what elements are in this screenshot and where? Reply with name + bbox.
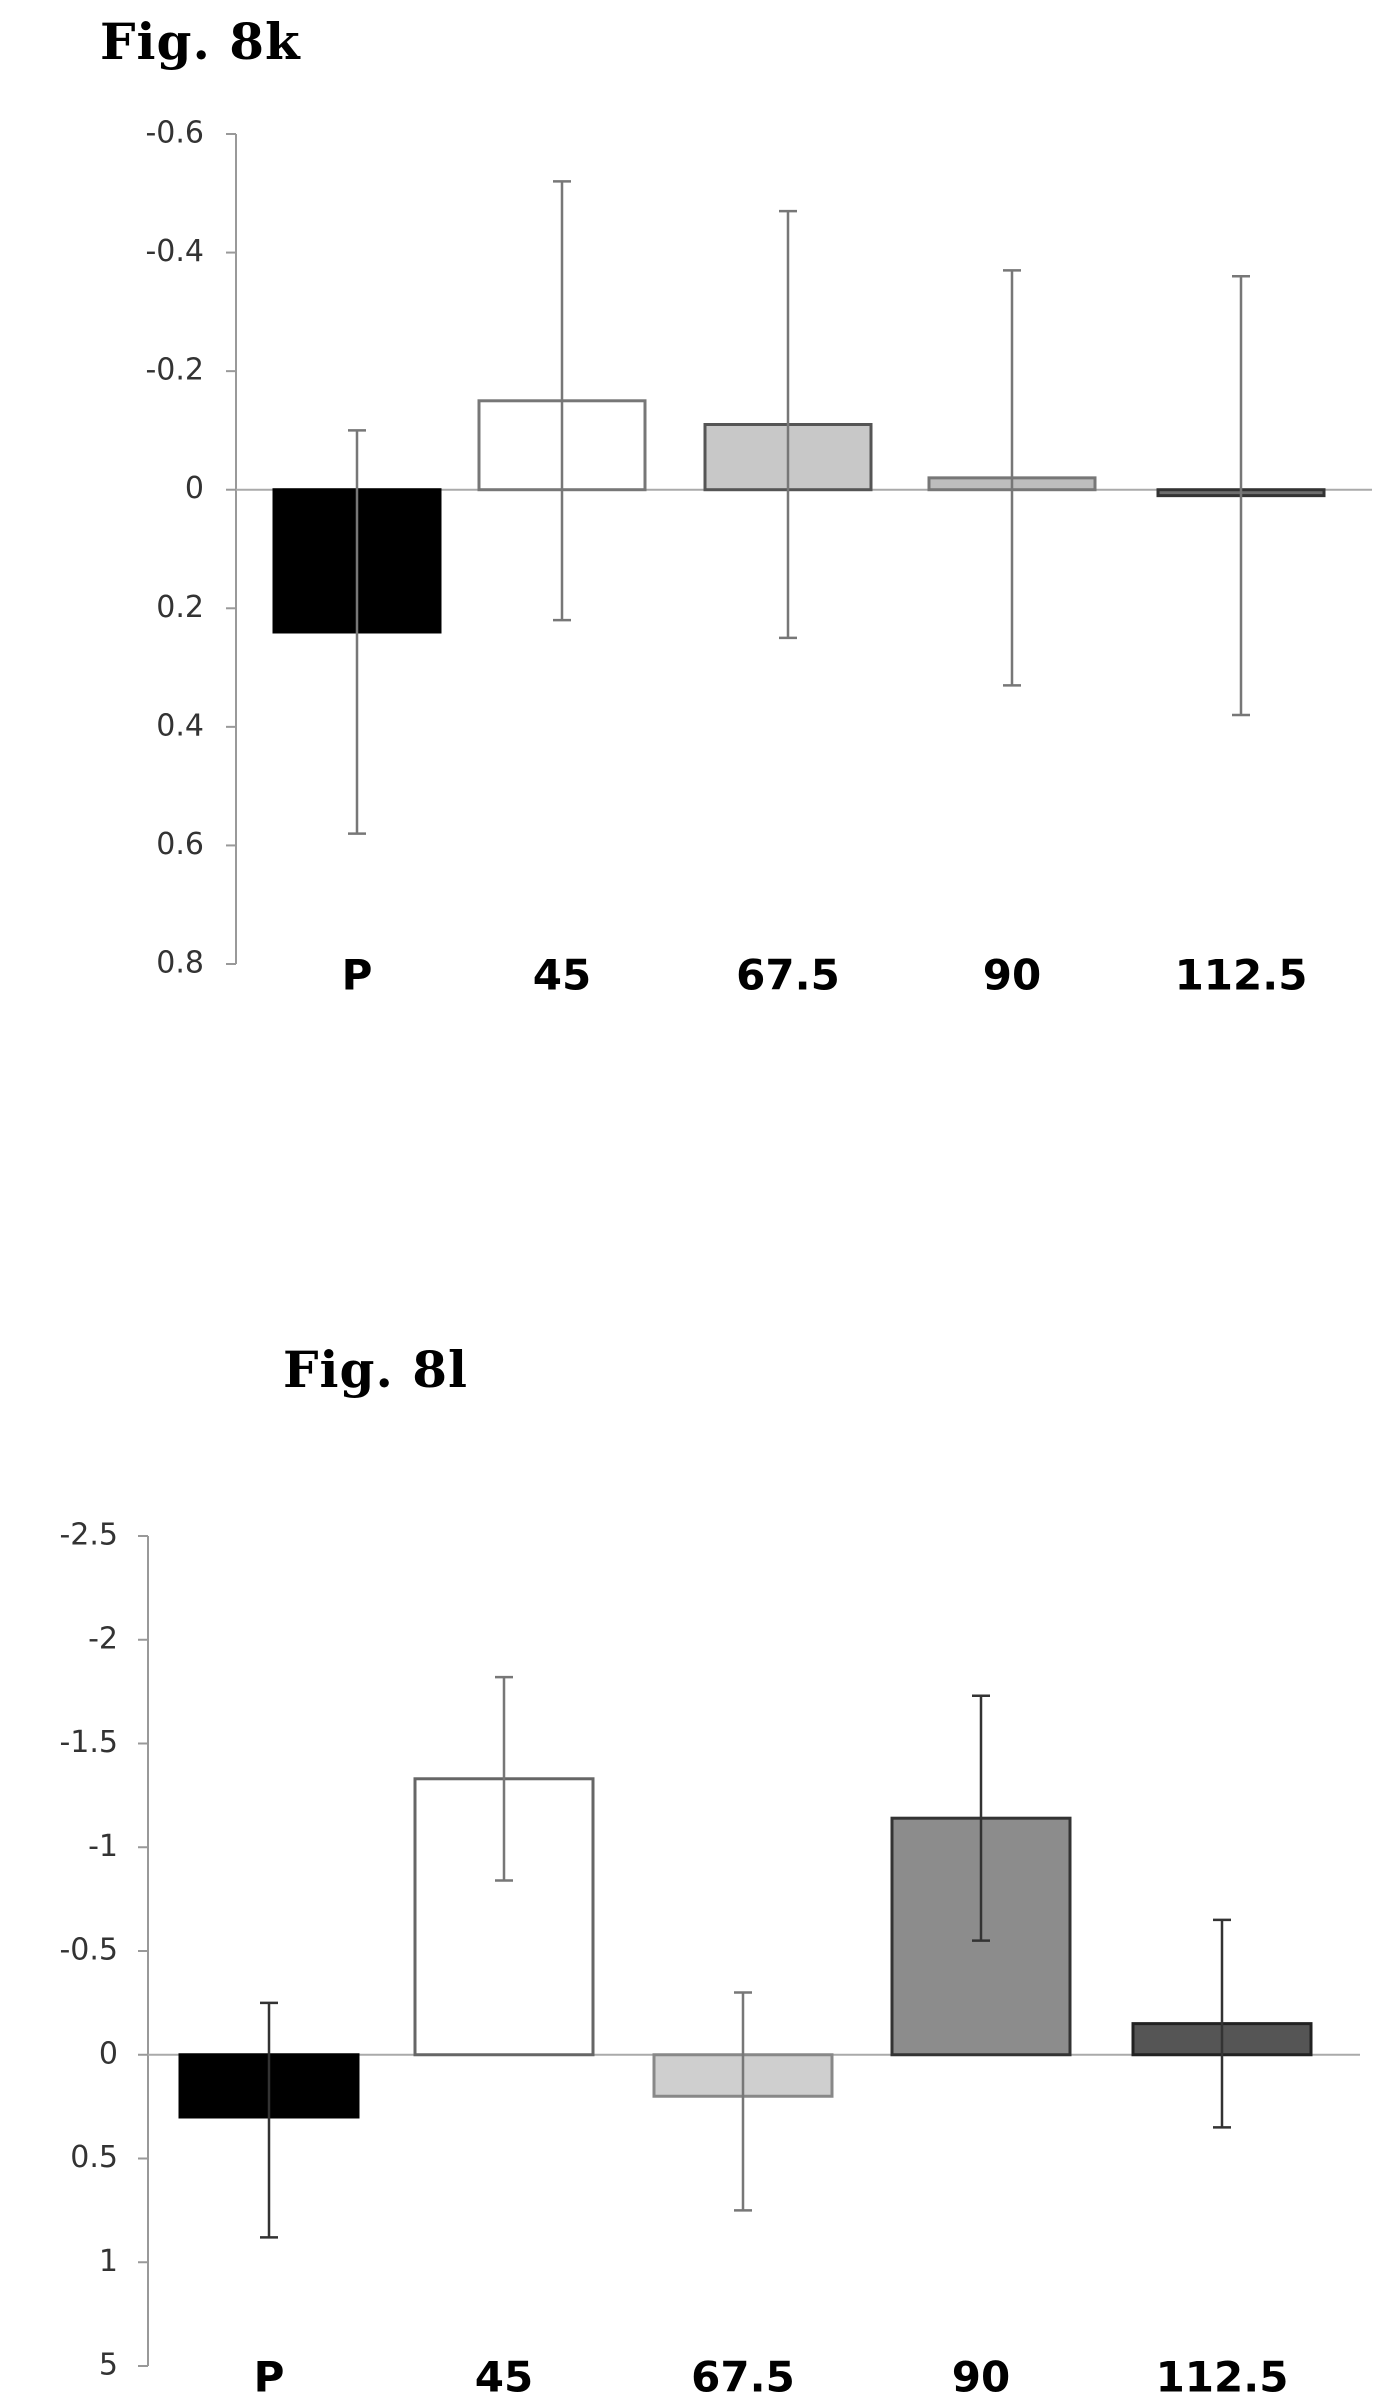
error-bar-90: [1003, 269, 1021, 687]
y-tick-label: -2: [88, 1621, 118, 1656]
error-bar-112.5: [1213, 1918, 1231, 2129]
error-bar-112.5: [1232, 275, 1250, 717]
error-bars-l: [260, 1675, 1231, 2239]
error-bar-45: [553, 180, 571, 622]
y-tick-label: 0.8: [156, 946, 204, 981]
category-label-112.5: 112.5: [1156, 2353, 1289, 2402]
y-tick-label: 0: [99, 2036, 118, 2071]
category-label-90: 90: [983, 951, 1041, 1000]
category-label-45: 45: [533, 951, 591, 1000]
y-tick-label: -0.4: [145, 234, 204, 269]
category-label-67.5: 67.5: [691, 2353, 795, 2402]
category-label-67.5: 67.5: [736, 951, 840, 1000]
bars-l: [178, 1777, 1313, 2119]
axes-l: -2.5 -2 -1.5 -1 -0.5 0 0.5 1 5: [59, 1518, 1360, 2383]
error-bar-67.5: [779, 209, 797, 640]
error-bar-45: [495, 1675, 513, 1882]
chart-title-8l: Fig. 8l: [283, 1340, 469, 1399]
error-bar-P: [348, 429, 366, 835]
y-tick-label: 0.5: [70, 2140, 118, 2175]
y-tick-label: 1: [99, 2244, 118, 2279]
category-label-45: 45: [475, 2353, 533, 2402]
y-tick-label: -1: [88, 1829, 118, 1864]
y-tick-label: -0.2: [145, 353, 204, 388]
y-tick-label: -0.6: [145, 116, 204, 151]
error-bar-90: [972, 1694, 990, 1942]
y-tick-label: 0.2: [156, 590, 204, 625]
category-label-90: 90: [952, 2353, 1010, 2402]
y-tick-label: 5: [99, 2348, 118, 2383]
category-label-112.5: 112.5: [1175, 951, 1308, 1000]
y-tick-label: 0.6: [156, 827, 204, 862]
error-bar-P: [260, 2001, 278, 2239]
y-tick-label: -1.5: [59, 1725, 118, 1760]
category-labels-k: P 45 67.5 90 112.5: [342, 951, 1308, 1000]
error-bar-67.5: [734, 1991, 752, 2212]
category-label-P: P: [254, 2353, 285, 2402]
y-tick-label: -0.5: [59, 1933, 118, 1968]
y-tick-label: -2.5: [59, 1518, 118, 1553]
category-labels-l: P 45 67.5 90 112.5: [254, 2353, 1289, 2402]
error-bars-k: [348, 180, 1250, 835]
y-tick-label: 0.4: [156, 708, 204, 743]
chart-title-8k: Fig. 8k: [100, 12, 301, 71]
bar-chart-8k: -0.6 -0.4 -0.2 0 0.2 0.4 0.6 0.8 P 45 67.5 90 112.5: [145, 116, 1372, 1000]
y-tick-label: 0: [185, 471, 204, 506]
category-label-P: P: [342, 951, 373, 1000]
